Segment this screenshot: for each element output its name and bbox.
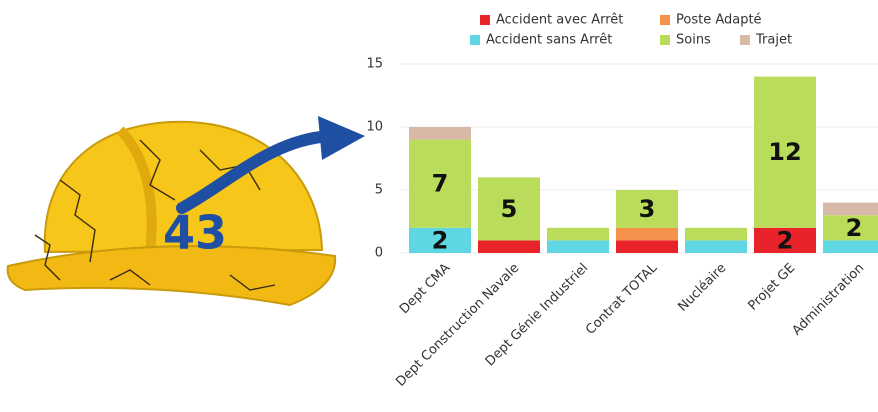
- legend-swatch: [470, 35, 480, 45]
- y-tick-label: 10: [366, 120, 383, 135]
- x-tick-label: Dept Construction Navale: [393, 261, 522, 390]
- legend-label: Accident sans Arrêt: [486, 33, 612, 48]
- bar-segment: [616, 228, 678, 241]
- bar-segment: [409, 127, 471, 140]
- legend-label: Trajet: [755, 33, 792, 48]
- bar-segment: [823, 240, 878, 253]
- page: 43 0 5 10 15 Accident avec Arrêt Poste Adapté…: [0, 0, 878, 412]
- bar-segment: [478, 240, 540, 253]
- legend-swatch: [660, 15, 670, 25]
- y-tick-label: 5: [375, 183, 383, 198]
- bar-segment: [685, 240, 747, 253]
- y-tick-label: 0: [375, 246, 383, 261]
- x-tick-label: Administration: [789, 261, 867, 339]
- x-tick-label: Dept CMA: [397, 261, 453, 317]
- data-label: 5: [501, 195, 518, 223]
- x-tick-label: Contrat TOTAL: [583, 260, 661, 338]
- y-tick-label: 15: [366, 57, 383, 72]
- data-label: 2: [432, 226, 449, 254]
- chart: 43 0 5 10 15 Accident avec Arrêt Poste Adapté…: [0, 0, 878, 412]
- legend-swatch: [660, 35, 670, 45]
- total-annotation: 43: [163, 206, 227, 260]
- data-label: 2: [777, 226, 794, 254]
- legend-label: Poste Adapté: [676, 13, 762, 28]
- bar-segment: [547, 228, 609, 241]
- data-label: 3: [639, 195, 656, 223]
- legend-label: Soins: [676, 33, 711, 48]
- bar-segment: [616, 240, 678, 253]
- data-label: 2: [846, 214, 863, 242]
- legend-swatch: [480, 15, 490, 25]
- bar-segment: [685, 228, 747, 241]
- bar-segment: [823, 203, 878, 216]
- data-label: 7: [432, 170, 449, 198]
- data-label: 12: [768, 138, 801, 166]
- x-tick-label: Nucléaire: [675, 261, 729, 315]
- legend-label: Accident avec Arrêt: [496, 13, 623, 28]
- bar-segment: [547, 240, 609, 253]
- x-tick-label: Projet GE: [745, 261, 798, 314]
- legend-swatch: [740, 35, 750, 45]
